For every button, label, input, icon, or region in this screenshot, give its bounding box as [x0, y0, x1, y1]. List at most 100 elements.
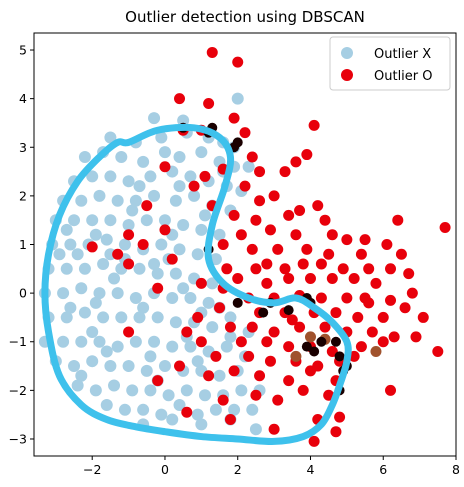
- cluster-point: [100, 345, 113, 358]
- outlier-point: [159, 224, 171, 236]
- cluster-point: [184, 340, 197, 353]
- outlier-point: [359, 292, 371, 304]
- cluster-point: [133, 180, 146, 193]
- outlier-point: [439, 221, 451, 233]
- cluster-point: [64, 301, 77, 314]
- cluster-point: [86, 170, 99, 183]
- cluster-point: [191, 355, 204, 368]
- cluster-point: [173, 180, 186, 193]
- legend-label-cluster: Outlier X: [374, 47, 431, 62]
- outlier-point: [239, 127, 251, 139]
- boundary-point: [258, 307, 269, 318]
- cluster-point: [148, 112, 161, 125]
- cluster-point: [104, 214, 117, 227]
- outlier-point: [228, 209, 240, 221]
- outlier-point: [385, 263, 397, 275]
- y-tick-label: 1: [19, 237, 27, 252]
- cluster-point: [140, 214, 153, 227]
- cluster-point: [129, 335, 142, 348]
- cluster-point: [195, 146, 208, 159]
- outlier-point: [264, 355, 276, 367]
- boundary-point: [232, 137, 243, 148]
- outlier-point: [283, 273, 295, 285]
- outlier-point: [174, 93, 186, 105]
- cluster-point: [173, 243, 186, 256]
- cluster-point: [144, 170, 157, 183]
- cluster-point: [169, 194, 182, 207]
- y-tick-label: −3: [9, 431, 27, 446]
- cluster-point: [100, 233, 113, 246]
- outlier-point: [261, 336, 273, 348]
- cluster-point: [213, 228, 226, 241]
- plot-area: [33, 32, 457, 457]
- outlier-point: [290, 229, 302, 241]
- cluster-point: [177, 219, 190, 232]
- outlier-point: [363, 263, 375, 275]
- cluster-point: [166, 340, 179, 353]
- cluster-point: [75, 194, 88, 207]
- cluster-point: [246, 403, 259, 416]
- outlier-point: [243, 350, 255, 362]
- cluster-point: [144, 384, 157, 397]
- x-tick-label: 8: [452, 462, 460, 477]
- outlier-point: [319, 214, 331, 226]
- cluster-point: [206, 277, 219, 290]
- outlier-point: [319, 321, 331, 333]
- cluster-point: [78, 306, 91, 319]
- outlier-point: [352, 311, 364, 323]
- outlier-point: [377, 336, 389, 348]
- cluster-point: [198, 389, 211, 402]
- cluster-point: [115, 150, 128, 163]
- cluster-point: [188, 189, 201, 202]
- y-tick-label: −1: [9, 334, 27, 349]
- boundary-point: [301, 341, 312, 352]
- x-tick-label: 2: [234, 462, 242, 477]
- cluster-point: [155, 238, 168, 251]
- outlier-point: [152, 375, 164, 387]
- legend-box: [329, 36, 451, 91]
- cluster-point: [169, 316, 182, 329]
- outlier-point: [272, 394, 284, 406]
- outlier-point: [297, 258, 309, 270]
- outlier-point: [261, 277, 273, 289]
- y-tick-label: 3: [19, 140, 27, 155]
- outlier-point: [432, 345, 444, 357]
- cluster-point: [111, 194, 124, 207]
- outlier-point: [214, 302, 226, 314]
- outlier-point: [137, 239, 149, 250]
- y-axis: −3 −2 −1 0 1 2 3 4 5: [9, 43, 34, 446]
- outlier-point: [199, 170, 211, 182]
- cluster-point: [57, 335, 70, 348]
- outlier-point: [268, 190, 280, 202]
- cluster-point: [78, 150, 91, 163]
- outlier-point: [86, 241, 98, 253]
- legend-marker-cluster: [341, 47, 353, 59]
- overlap-point: [370, 345, 382, 357]
- outlier-point: [355, 248, 367, 260]
- cluster-point: [71, 379, 84, 392]
- cluster-point: [137, 403, 150, 416]
- cluster-point: [122, 360, 135, 373]
- outlier-point: [334, 411, 346, 423]
- cluster-point: [166, 413, 179, 426]
- outlier-point: [301, 149, 313, 161]
- outlier-point: [232, 273, 244, 285]
- cluster-point: [97, 311, 110, 324]
- cluster-point: [104, 360, 117, 373]
- outlier-point: [283, 375, 295, 387]
- outlier-point: [312, 200, 324, 212]
- cluster-point: [202, 296, 215, 309]
- outlier-point: [294, 321, 306, 333]
- cluster-point: [75, 335, 88, 348]
- outlier-point: [388, 331, 400, 343]
- cluster-point: [191, 408, 204, 421]
- outlier-point: [210, 350, 222, 362]
- outlier-point: [195, 336, 207, 348]
- outlier-point: [355, 341, 367, 353]
- outlier-point: [308, 119, 320, 131]
- outlier-point: [268, 423, 280, 435]
- outlier-point: [268, 326, 280, 338]
- outlier-point: [195, 277, 207, 289]
- cluster-point: [97, 257, 110, 270]
- cluster-point: [173, 150, 186, 163]
